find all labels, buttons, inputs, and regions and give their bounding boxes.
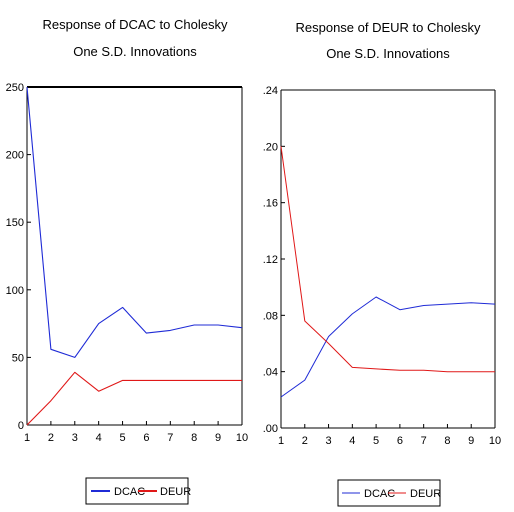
x-tick-label: 10 xyxy=(489,435,501,447)
y-tick-label: .12 xyxy=(263,254,278,266)
x-tick-label: 8 xyxy=(444,435,450,447)
series-lines xyxy=(26,86,243,426)
series-line-dcac xyxy=(280,296,496,398)
x-tick-label: 10 xyxy=(236,432,248,444)
series-line-deur xyxy=(280,146,495,373)
x-tick-label: 6 xyxy=(143,432,149,444)
series-lines xyxy=(280,146,496,398)
x-tick-label: 9 xyxy=(215,432,221,444)
x-tick-label: 1 xyxy=(278,435,284,447)
y-tick-label: 250 xyxy=(6,82,24,94)
chart-dcac-response: Response of DCAC to Cholesky One S.D. In… xyxy=(6,17,248,505)
y-tick-label: 200 xyxy=(6,150,24,162)
chart-deur-response: Response of DEUR to Cholesky One S.D. In… xyxy=(263,20,501,507)
x-tick-label: 7 xyxy=(167,432,173,444)
y-axis: 0 50 100 150 200 250 xyxy=(6,82,31,432)
y-tick-label: 150 xyxy=(6,217,24,229)
y-tick-label: .24 xyxy=(263,85,278,97)
chart-title: Response of DCAC to Cholesky xyxy=(43,17,228,32)
x-tick-label: 9 xyxy=(468,435,474,447)
chart-subtitle: One S.D. Innovations xyxy=(326,46,450,61)
x-tick-label: 8 xyxy=(191,432,197,444)
y-tick-label: .16 xyxy=(263,198,278,210)
legend-label-dcac: DCAC xyxy=(114,486,145,498)
x-tick-label: 4 xyxy=(96,432,102,444)
legend-label-deur: DEUR xyxy=(410,488,441,500)
y-axis: .00 .04 .08 .12 .16 .20 .24 xyxy=(263,85,285,435)
x-tick-label: 6 xyxy=(397,435,403,447)
x-tick-label: 3 xyxy=(72,432,78,444)
chart-subtitle: One S.D. Innovations xyxy=(73,44,197,59)
y-tick-label: 50 xyxy=(12,352,24,364)
x-tick-label: 5 xyxy=(119,432,125,444)
y-tick-label: 0 xyxy=(18,420,24,432)
x-axis: 1 2 3 4 5 6 7 8 9 10 xyxy=(278,424,501,447)
y-tick-label: .04 xyxy=(263,367,278,379)
plot-frame xyxy=(280,89,496,429)
x-tick-label: 7 xyxy=(421,435,427,447)
y-tick-label: 100 xyxy=(6,285,24,297)
x-tick-label: 2 xyxy=(302,435,308,447)
legend-label-deur: DEUR xyxy=(160,486,191,498)
x-tick-label: 1 xyxy=(24,432,30,444)
chart-title: Response of DEUR to Cholesky xyxy=(296,20,481,35)
series-line-deur xyxy=(26,371,242,426)
y-tick-label: .00 xyxy=(263,423,278,435)
legend: DCAC DEUR xyxy=(85,477,191,505)
x-tick-label: 5 xyxy=(373,435,379,447)
x-axis: 1 2 3 4 5 6 7 8 9 10 xyxy=(24,421,248,444)
plot-frame xyxy=(26,86,243,426)
y-tick-label: .08 xyxy=(263,310,278,322)
y-tick-label: .20 xyxy=(263,141,278,153)
x-tick-label: 2 xyxy=(48,432,54,444)
series-line-dcac xyxy=(26,86,243,358)
x-tick-label: 4 xyxy=(349,435,355,447)
legend: DCAC DEUR xyxy=(337,479,441,507)
x-tick-label: 3 xyxy=(325,435,331,447)
legend-label-dcac: DCAC xyxy=(364,488,395,500)
